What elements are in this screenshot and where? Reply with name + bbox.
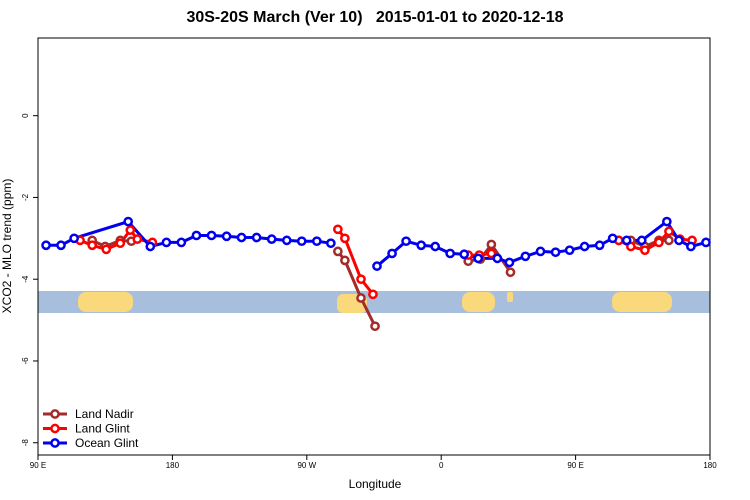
y-tick-label: -6	[21, 357, 30, 365]
data-point	[191, 230, 202, 241]
data-point	[473, 253, 484, 264]
data-point	[520, 251, 531, 262]
legend-marker	[50, 423, 60, 434]
data-point	[333, 246, 343, 257]
data-point	[636, 235, 647, 246]
plot-frame	[37, 37, 711, 456]
x-tick-label: 180	[703, 461, 717, 470]
data-point	[266, 234, 277, 244]
data-point	[564, 245, 575, 256]
data-point	[161, 237, 172, 248]
data-point	[430, 241, 441, 252]
data-point	[311, 236, 322, 247]
data-point	[459, 249, 470, 260]
y-tick-label: -8	[21, 439, 30, 447]
y-tick-label: 0	[21, 113, 30, 118]
data-point	[296, 236, 307, 247]
data-point	[661, 216, 672, 227]
data-point	[115, 238, 126, 249]
data-point	[236, 232, 247, 243]
data-point	[176, 237, 187, 248]
data-point	[340, 255, 350, 266]
series-line	[91, 238, 669, 327]
legend-marker	[50, 438, 60, 448]
data-point	[674, 235, 684, 246]
data-point	[251, 232, 262, 243]
y-axis-label: XCO2 - MLO trend (ppm)	[0, 179, 14, 314]
data-point	[69, 233, 79, 244]
data-point	[486, 248, 497, 259]
land-patch	[462, 292, 495, 312]
land-ocean-strip	[38, 291, 710, 313]
data-point	[123, 216, 134, 227]
x-tick-label: 90 W	[297, 461, 316, 470]
x-tick-label: 180	[166, 461, 180, 470]
legend-label: Ocean Glint	[75, 436, 139, 450]
data-point	[145, 241, 156, 252]
data-point	[594, 240, 605, 251]
data-point	[607, 233, 618, 244]
data-point	[206, 230, 217, 241]
data-point	[686, 241, 696, 252]
data-point	[325, 238, 336, 249]
data-point	[132, 234, 143, 244]
data-point	[486, 239, 497, 250]
data-point	[664, 235, 674, 246]
land-patch	[507, 292, 513, 302]
data-point	[640, 245, 650, 256]
x-tick-label: 90 E	[567, 461, 583, 470]
data-point	[701, 237, 711, 248]
data-point	[340, 233, 350, 244]
data-point	[621, 235, 632, 246]
y-tick-label: -4	[21, 275, 30, 283]
data-point	[535, 246, 546, 257]
data-point	[41, 240, 51, 251]
data-point	[579, 241, 590, 252]
data-point	[505, 267, 516, 278]
data-point	[101, 244, 112, 255]
x-axis-label: Longitude	[349, 477, 402, 491]
data-point	[125, 225, 136, 235]
data-point	[654, 237, 664, 248]
data-point	[368, 289, 378, 300]
marks	[41, 216, 711, 332]
data-point	[56, 240, 66, 251]
data-point	[370, 321, 380, 332]
series-line	[79, 228, 693, 296]
data-point	[356, 293, 366, 303]
legend-marker	[50, 409, 60, 419]
chart-title: 30S-20S March (Ver 10) 2015-01-01 to 202…	[186, 9, 563, 26]
land-patch	[78, 292, 133, 312]
ocean-band	[38, 291, 710, 313]
data-point	[221, 231, 232, 242]
legend-label: Land Nadir	[75, 407, 134, 421]
data-point	[504, 257, 515, 268]
x-tick-label: 0	[439, 461, 444, 470]
data-point	[387, 248, 397, 259]
land-patch	[612, 292, 672, 312]
data-point	[372, 261, 382, 271]
data-point	[664, 226, 674, 237]
y-tick-label: -2	[21, 193, 30, 201]
data-point	[87, 240, 98, 251]
data-point	[492, 253, 503, 264]
legend-label: Land Glint	[75, 422, 130, 436]
data-point	[445, 248, 456, 259]
data-point	[333, 224, 343, 235]
series-line	[46, 220, 707, 268]
data-point	[416, 240, 427, 251]
data-point	[356, 274, 366, 285]
data-point	[626, 241, 636, 252]
data-point	[281, 235, 292, 246]
data-point	[401, 236, 411, 247]
data-point	[550, 247, 561, 258]
x-tick-label: 90 E	[30, 461, 46, 470]
